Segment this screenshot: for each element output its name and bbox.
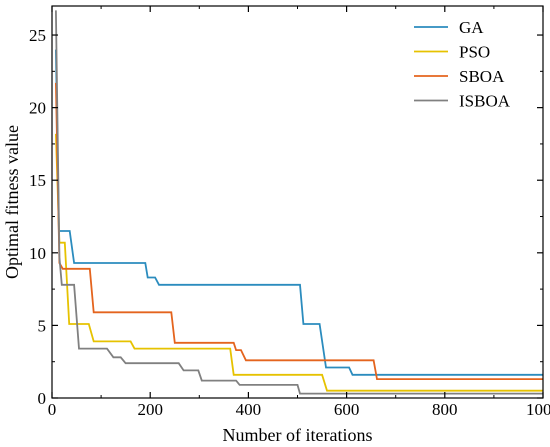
x-tick-label: 800: [432, 400, 458, 419]
series-layer: [55, 10, 543, 395]
legend: GA PSO SBOA ISBOA: [414, 18, 511, 111]
ticks-layer: [51, 6, 544, 399]
legend-label-ga: GA: [459, 18, 484, 37]
legend-label-sboa: SBOA: [459, 67, 505, 86]
series-line-sboa: [55, 82, 543, 381]
legend-label-pso: PSO: [459, 43, 490, 62]
series-line-pso: [55, 133, 543, 392]
x-tick-label: 200: [137, 400, 163, 419]
x-tick-label: 0: [48, 400, 57, 419]
series-line-isboa: [55, 10, 543, 395]
y-tick-label: 10: [29, 244, 46, 263]
y-tick-label: 20: [29, 99, 46, 118]
y-tick-label: 25: [29, 26, 46, 45]
y-axis-title: Optimal fitness value: [2, 125, 22, 279]
x-tick-label: 600: [334, 400, 360, 419]
y-tick-label: 15: [29, 171, 46, 190]
legend-label-isboa: ISBOA: [459, 92, 511, 111]
plot-frame: [51, 5, 544, 399]
y-tick-label: 5: [38, 316, 47, 335]
x-tick-label: 400: [236, 400, 262, 419]
series-line-ga: [55, 49, 543, 376]
y-tick-label: 0: [38, 389, 47, 408]
x-axis-title: Number of iterations: [223, 425, 373, 445]
